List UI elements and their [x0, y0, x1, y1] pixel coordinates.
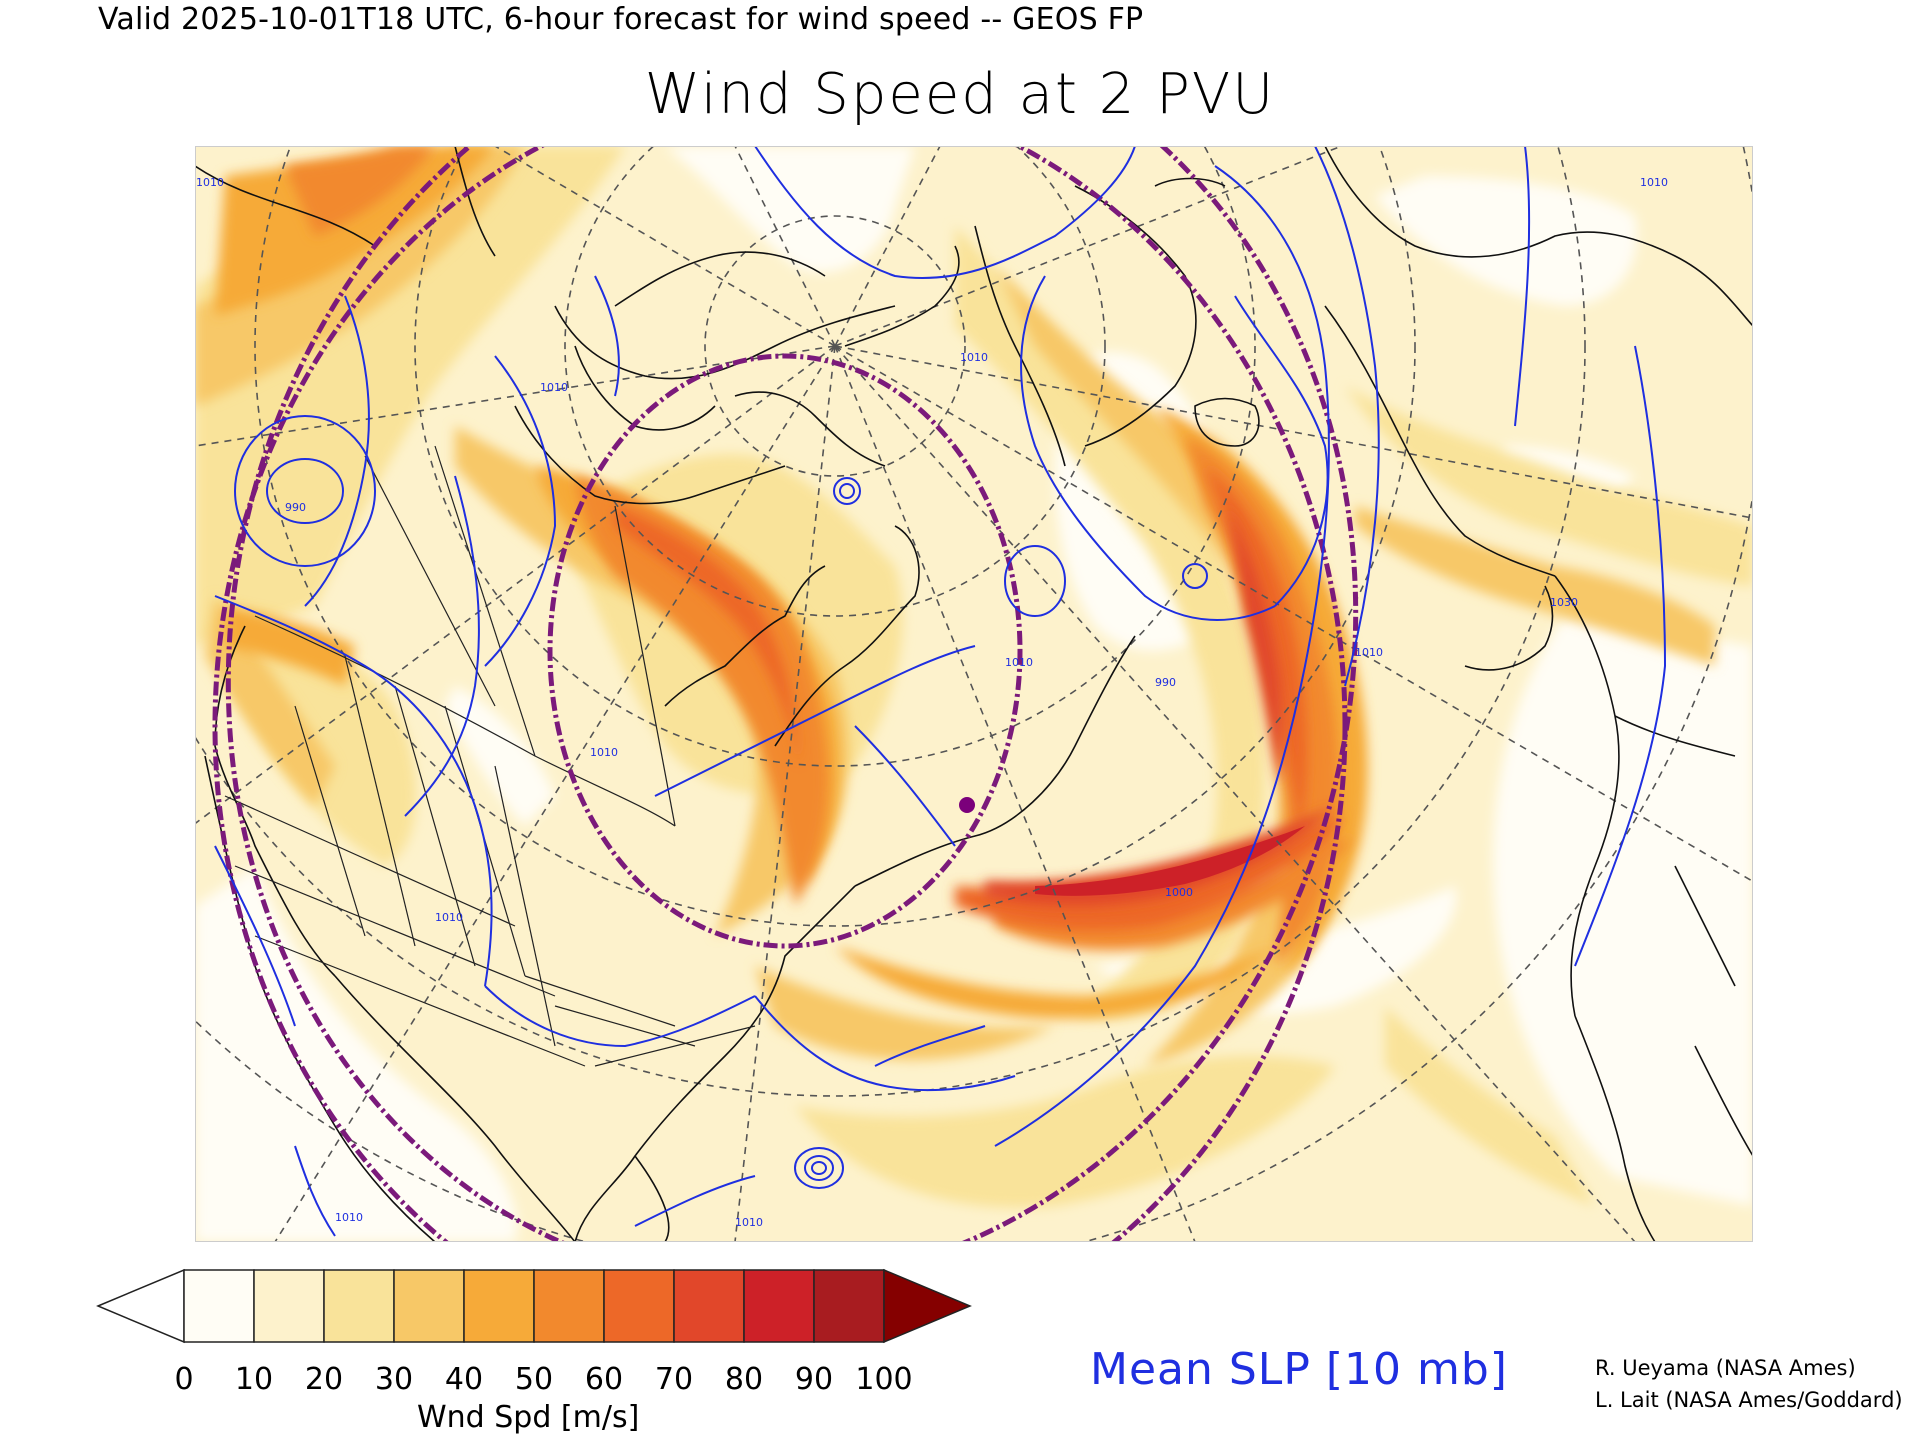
colorbar-tick-80: 80: [724, 1362, 764, 1397]
range-rings: [212, 146, 1359, 1242]
wind-80-90-areas: [1035, 826, 1305, 896]
slp-label-1010-b: 1010: [1355, 646, 1383, 659]
colorbar-tick-20: 20: [304, 1362, 344, 1397]
credit-line-2: L. Lait (NASA Ames/Goddard): [1595, 1388, 1903, 1412]
location-marker: [959, 797, 975, 813]
colorbar-bin-50-60: [533, 1269, 605, 1343]
map-title: Wind Speed at 2 PVU: [644, 62, 1276, 127]
slp-label-1010-j: 1010: [335, 1211, 363, 1224]
colorbar-ticks: 0 10 20 30 40 50 60 70 80 90 100: [0, 1362, 1000, 1402]
colorbar-bin-30-40: [393, 1269, 465, 1343]
wind-70-80-areas: [985, 506, 1335, 906]
colorbar-tick-60: 60: [584, 1362, 624, 1397]
colorbar-tick-100: 100: [855, 1362, 913, 1397]
colorbar-tick-0: 0: [174, 1362, 194, 1397]
colorbar-tick-40: 40: [444, 1362, 484, 1397]
coastlines: [195, 146, 1753, 1242]
credit-line-1: R. Ueyama (NASA Ames): [1595, 1356, 1856, 1380]
graticule: [195, 146, 1753, 1242]
slp-label-1010-c: 1010: [1005, 656, 1033, 669]
slp-label-990-b: 990: [1155, 676, 1176, 689]
colorbar-tick-70: 70: [654, 1362, 694, 1397]
colorbar-label: Wnd Spd [m/s]: [417, 1400, 640, 1435]
slp-label-1010-i: 1010: [196, 176, 224, 189]
slp-label-1010-f: 1010: [735, 1216, 763, 1229]
slp-label-1010-g: 1010: [960, 351, 988, 364]
slp-label-990-a: 990: [285, 501, 306, 514]
colorbar-bin-70-80: [673, 1269, 745, 1343]
colorbar-bin-40-50: [463, 1269, 535, 1343]
colorbar-tick-10: 10: [234, 1362, 274, 1397]
colorbar-tick-90: 90: [794, 1362, 834, 1397]
colorbar-bin-0-10: [183, 1269, 255, 1343]
map-panel: 1010 990 1030 1010 990 1010 1010 1010 10…: [195, 146, 1753, 1242]
slp-legend-label: Mean SLP [10 mb]: [1090, 1344, 1508, 1395]
slp-label-1030: 1030: [1550, 596, 1578, 609]
colorbar-bin-10-20: [253, 1269, 325, 1343]
colorbar-tick-50: 50: [514, 1362, 554, 1397]
slp-label-1000: 1000: [1165, 886, 1193, 899]
valid-time-line: Valid 2025-10-01T18 UTC, 6-hour forecast…: [98, 2, 1144, 37]
slp-label-1010-d: 1010: [590, 746, 618, 759]
colorbar-bin-90-100: [813, 1269, 885, 1343]
colorbar-bin-20-30: [323, 1269, 395, 1343]
political-borders: [224, 445, 756, 1067]
colorbar-tick-30: 30: [374, 1362, 414, 1397]
colorbar-under-arrow: [96, 1268, 185, 1344]
cyclone-contours: [794, 1147, 844, 1189]
slp-contours: [214, 146, 1667, 1237]
slp-contour-labels: 1010 990 1030 1010 990 1010 1010 1010 10…: [196, 176, 1668, 1229]
map-canvas: 1010 990 1030 1010 990 1010 1010 1010 10…: [195, 146, 1753, 1242]
colorbar-over-arrow: [883, 1268, 972, 1344]
colorbar-bin-80-90: [743, 1269, 815, 1343]
slp-label-1010-h: 1010: [1640, 176, 1668, 189]
credits: R. Ueyama (NASA Ames) L. Lait (NASA Ames…: [1595, 1352, 1903, 1416]
slp-label-1010-e: 1010: [435, 911, 463, 924]
colorbar-bin-60-70: [603, 1269, 675, 1343]
slp-label-1010-a: 1010: [540, 381, 568, 394]
colorbar: [96, 1268, 976, 1348]
